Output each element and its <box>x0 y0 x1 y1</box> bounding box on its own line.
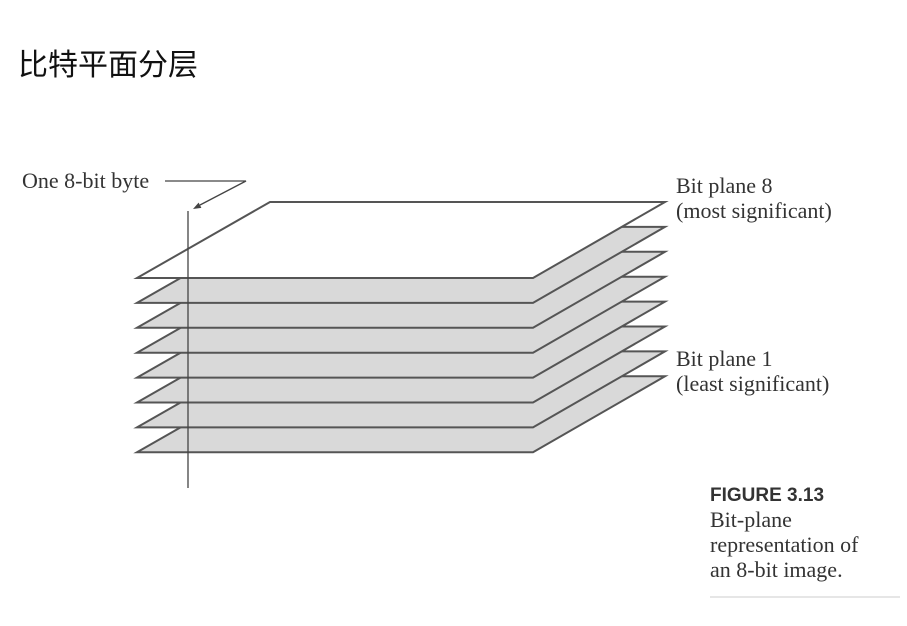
caption-line-1: Bit-plane <box>710 507 792 532</box>
bottom-plane-label-line-2: (least significant) <box>676 371 829 396</box>
byte-label-leader <box>165 180 247 206</box>
slide-title: 比特平面分层 <box>18 48 198 83</box>
bottom-plane-label-line-1: Bit plane 1 <box>676 346 773 371</box>
bit-plane-stack <box>133 201 669 454</box>
figure-number: FIGURE 3.13 <box>710 485 824 506</box>
top-plane-label-line-2: (most significant) <box>676 198 832 223</box>
caption-line-2: representation of <box>710 532 859 557</box>
bit-plane-8 <box>133 201 669 279</box>
byte-label: One 8-bit byte <box>22 168 149 193</box>
top-plane-label-line-1: Bit plane 8 <box>676 173 773 198</box>
caption-line-3: an 8-bit image. <box>710 557 843 582</box>
byte-label-arrowhead <box>193 202 202 209</box>
